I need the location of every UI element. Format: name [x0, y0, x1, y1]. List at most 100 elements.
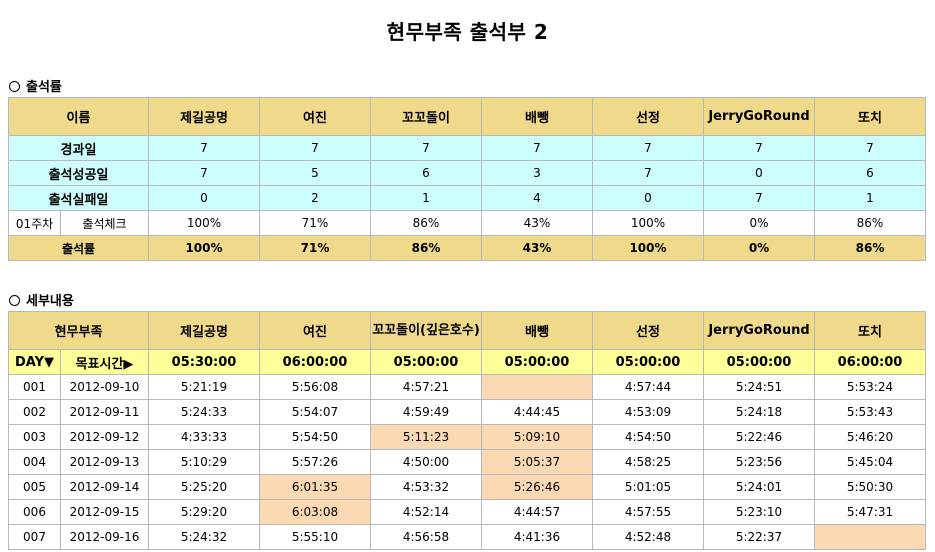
- time-cell: 4:50:00: [370, 449, 482, 475]
- summary-cell: 3: [481, 160, 593, 186]
- late-time-cell: 5:09:10: [481, 424, 593, 450]
- time-cell: 4:54:50: [592, 424, 704, 450]
- circle-bullet-icon: [9, 295, 20, 306]
- rate-label: 출석률: [8, 235, 149, 261]
- time-cell: 5:22:37: [703, 524, 815, 550]
- time-cell: 5:24:18: [703, 399, 815, 425]
- attendance-summary-table: 이름 제길공명 여진 꼬꼬돌이 배뺑 선정 JerryGoRound 또치 경과일 7 7 7 7 7 7 7…: [8, 97, 926, 261]
- circle-bullet-icon: [9, 81, 20, 92]
- time-cell: 5:54:50: [259, 424, 371, 450]
- target-time-cell: 05:00:00: [592, 349, 704, 375]
- time-cell: 5:29:20: [148, 499, 260, 525]
- section-header-details: 세부내용: [9, 290, 74, 309]
- member-column-header: 선정: [592, 97, 704, 136]
- weekly-percent-cell: 100%: [592, 210, 704, 236]
- summary-cell: 7: [592, 135, 704, 161]
- summary-cell: 0: [703, 160, 815, 186]
- weekly-check-row: 01주차 출석체크 100% 71% 86% 43% 100% 0% 86%: [8, 210, 926, 236]
- time-cell: 4:53:32: [370, 474, 482, 500]
- day-number: 002: [8, 399, 61, 425]
- time-cell: 4:44:45: [481, 399, 593, 425]
- member-column-header: 제길공명: [148, 97, 260, 136]
- date-cell: 2012-09-12: [60, 424, 149, 450]
- summary-row: 출석실패일 0 2 1 4 0 7 1: [8, 185, 926, 211]
- time-cell: 5:25:20: [148, 474, 260, 500]
- target-time-cell: 05:00:00: [481, 349, 593, 375]
- weekly-percent-cell: 86%: [370, 210, 482, 236]
- target-label: 목표시간▶: [60, 349, 149, 375]
- late-time-cell: [481, 374, 593, 400]
- section-header-attendance-rate: 출석률: [9, 76, 62, 95]
- day-number: 004: [8, 449, 61, 475]
- day-number: 003: [8, 424, 61, 450]
- late-time-cell: 5:26:46: [481, 474, 593, 500]
- group-header: 현무부족: [8, 311, 149, 350]
- rate-cell: 0%: [703, 235, 815, 261]
- attendance-row: 006 2012-09-15 5:29:20 6:03:08 4:52:14 4:44:5…: [8, 499, 926, 525]
- time-cell: 5:53:43: [814, 399, 926, 425]
- day-number: 001: [8, 374, 61, 400]
- member-column-header: 여진: [259, 97, 371, 136]
- day-number: 006: [8, 499, 61, 525]
- date-cell: 2012-09-11: [60, 399, 149, 425]
- summary-cell: 5: [259, 160, 371, 186]
- row-label: 경과일: [8, 135, 149, 161]
- detail-header-row: 현무부족 제길공명 여진 꼬꼬돌이(깊은호수) 배뺑 선정 JerryGoRound 또치: [8, 311, 926, 350]
- time-cell: 4:57:21: [370, 374, 482, 400]
- section-label: 세부내용: [26, 294, 74, 309]
- summary-row: 출석성공일 7 5 6 3 7 0 6: [8, 160, 926, 186]
- date-cell: 2012-09-16: [60, 524, 149, 550]
- time-cell: 5:57:26: [259, 449, 371, 475]
- summary-cell: 2: [259, 185, 371, 211]
- member-column-header: 꼬꼬돌이(깊은호수): [370, 311, 482, 350]
- time-cell: 4:53:09: [592, 399, 704, 425]
- time-cell: 5:50:30: [814, 474, 926, 500]
- weekly-percent-cell: 71%: [259, 210, 371, 236]
- time-cell: 4:57:55: [592, 499, 704, 525]
- day-number: 007: [8, 524, 61, 550]
- rate-cell: 71%: [259, 235, 371, 261]
- time-cell: 5:46:20: [814, 424, 926, 450]
- target-time-cell: 06:00:00: [259, 349, 371, 375]
- name-column-header: 이름: [8, 97, 149, 136]
- rate-cell: 100%: [148, 235, 260, 261]
- summary-cell: 7: [148, 160, 260, 186]
- time-cell: 5:10:29: [148, 449, 260, 475]
- summary-cell: 7: [703, 135, 815, 161]
- rate-cell: 86%: [370, 235, 482, 261]
- summary-row: 경과일 7 7 7 7 7 7 7: [8, 135, 926, 161]
- summary-cell: 6: [814, 160, 926, 186]
- weekly-percent-cell: 0%: [703, 210, 815, 236]
- time-cell: 5:56:08: [259, 374, 371, 400]
- weekly-percent-cell: 100%: [148, 210, 260, 236]
- attendance-row: 002 2012-09-11 5:24:33 5:54:07 4:59:49 4:44:4…: [8, 399, 926, 425]
- date-cell: 2012-09-13: [60, 449, 149, 475]
- time-cell: 5:24:01: [703, 474, 815, 500]
- attendance-rate-row: 출석률 100% 71% 86% 43% 100% 0% 86%: [8, 235, 926, 261]
- summary-cell: 7: [592, 160, 704, 186]
- time-cell: 4:41:36: [481, 524, 593, 550]
- member-column-header: 또치: [814, 97, 926, 136]
- time-cell: 5:22:46: [703, 424, 815, 450]
- time-cell: 5:21:19: [148, 374, 260, 400]
- summary-cell: 0: [592, 185, 704, 211]
- summary-cell: 7: [148, 135, 260, 161]
- date-cell: 2012-09-15: [60, 499, 149, 525]
- time-cell: 4:33:33: [148, 424, 260, 450]
- member-column-header: JerryGoRound: [703, 97, 815, 136]
- attendance-row: 001 2012-09-10 5:21:19 5:56:08 4:57:21 4:57:4…: [8, 374, 926, 400]
- member-column-header: 배뺑: [481, 97, 593, 136]
- member-column-header: 제길공명: [148, 311, 260, 350]
- date-cell: 2012-09-10: [60, 374, 149, 400]
- time-cell: 5:55:10: [259, 524, 371, 550]
- time-cell: 5:23:10: [703, 499, 815, 525]
- summary-cell: 0: [148, 185, 260, 211]
- summary-cell: 7: [481, 135, 593, 161]
- time-cell: 4:59:49: [370, 399, 482, 425]
- summary-cell: 1: [370, 185, 482, 211]
- rate-cell: 86%: [814, 235, 926, 261]
- time-cell: 5:23:56: [703, 449, 815, 475]
- attendance-detail-table: 현무부족 제길공명 여진 꼬꼬돌이(깊은호수) 배뺑 선정 JerryGoRound 또치 DA…: [8, 311, 926, 550]
- late-time-cell: 6:03:08: [259, 499, 371, 525]
- day-number: 005: [8, 474, 61, 500]
